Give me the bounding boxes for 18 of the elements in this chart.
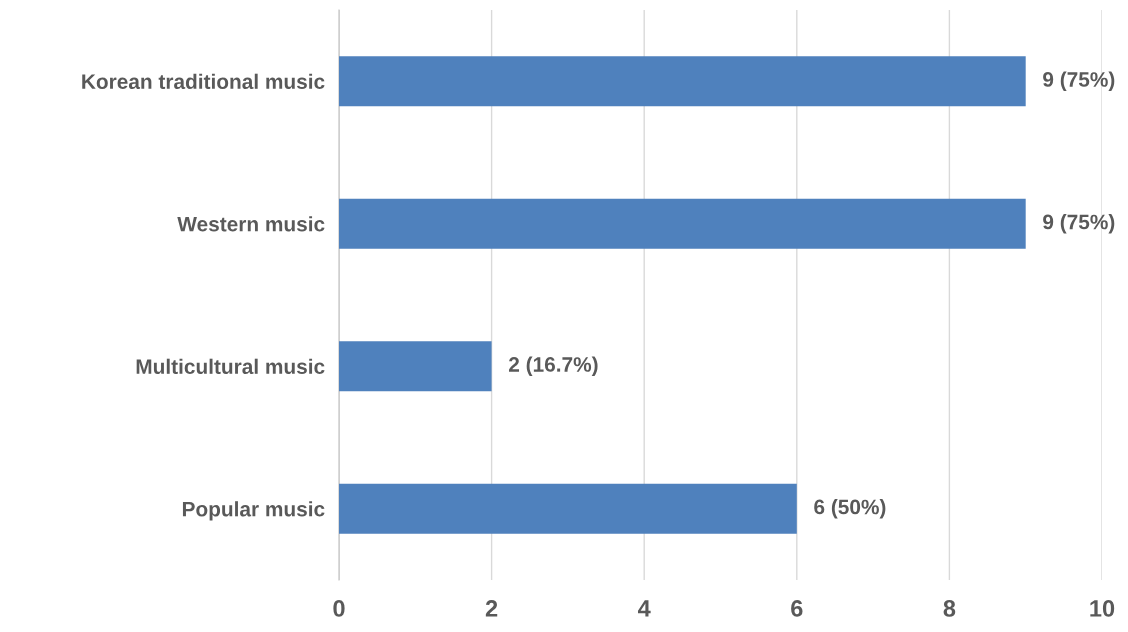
data-label: 9 (75%) [1043, 214, 1115, 234]
y-tick-label: Western music [177, 216, 325, 232]
bar [339, 341, 492, 392]
bar [339, 483, 797, 534]
x-tick-label: 0 [333, 600, 345, 617]
data-label: 2 (16.7%) [508, 356, 598, 376]
y-tick-label: Multicultural music [136, 358, 325, 374]
x-tick-label: 10 [1090, 600, 1115, 617]
x-tick-label: 4 [637, 600, 651, 617]
x-tick-label: 6 [791, 600, 803, 617]
data-label: 6 (50%) [814, 499, 886, 519]
bar [339, 198, 1026, 249]
y-tick-label: Korean traditional music [82, 73, 325, 89]
data-label: 9 (75%) [1043, 71, 1115, 91]
x-tick-label: 8 [943, 600, 956, 617]
x-tick-label: 2 [485, 600, 498, 617]
y-tick-label: Popular music [182, 501, 325, 521]
bar [339, 56, 1026, 107]
